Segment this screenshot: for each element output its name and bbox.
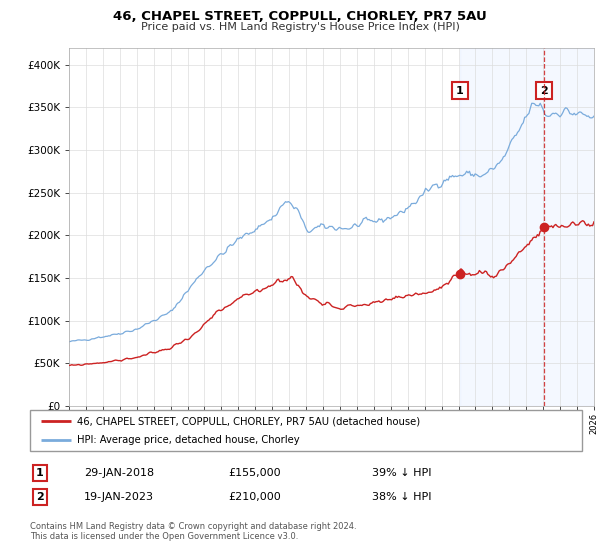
Text: 2: 2 bbox=[540, 86, 548, 96]
Text: £155,000: £155,000 bbox=[228, 468, 281, 478]
Text: 19-JAN-2023: 19-JAN-2023 bbox=[84, 492, 154, 502]
Text: Contains HM Land Registry data © Crown copyright and database right 2024.
This d: Contains HM Land Registry data © Crown c… bbox=[30, 522, 356, 542]
Text: £210,000: £210,000 bbox=[228, 492, 281, 502]
Text: 1: 1 bbox=[36, 468, 44, 478]
Text: 46, CHAPEL STREET, COPPULL, CHORLEY, PR7 5AU: 46, CHAPEL STREET, COPPULL, CHORLEY, PR7… bbox=[113, 10, 487, 23]
Text: 1: 1 bbox=[456, 86, 464, 96]
Bar bbox=[577, 48, 600, 406]
Bar bbox=[460, 48, 600, 406]
Text: 29-JAN-2018: 29-JAN-2018 bbox=[84, 468, 154, 478]
Text: 46, CHAPEL STREET, COPPULL, CHORLEY, PR7 5AU (detached house): 46, CHAPEL STREET, COPPULL, CHORLEY, PR7… bbox=[77, 417, 420, 426]
Text: 2: 2 bbox=[36, 492, 44, 502]
Text: 38% ↓ HPI: 38% ↓ HPI bbox=[372, 492, 431, 502]
Text: 39% ↓ HPI: 39% ↓ HPI bbox=[372, 468, 431, 478]
Text: HPI: Average price, detached house, Chorley: HPI: Average price, detached house, Chor… bbox=[77, 435, 299, 445]
Text: Price paid vs. HM Land Registry's House Price Index (HPI): Price paid vs. HM Land Registry's House … bbox=[140, 22, 460, 32]
